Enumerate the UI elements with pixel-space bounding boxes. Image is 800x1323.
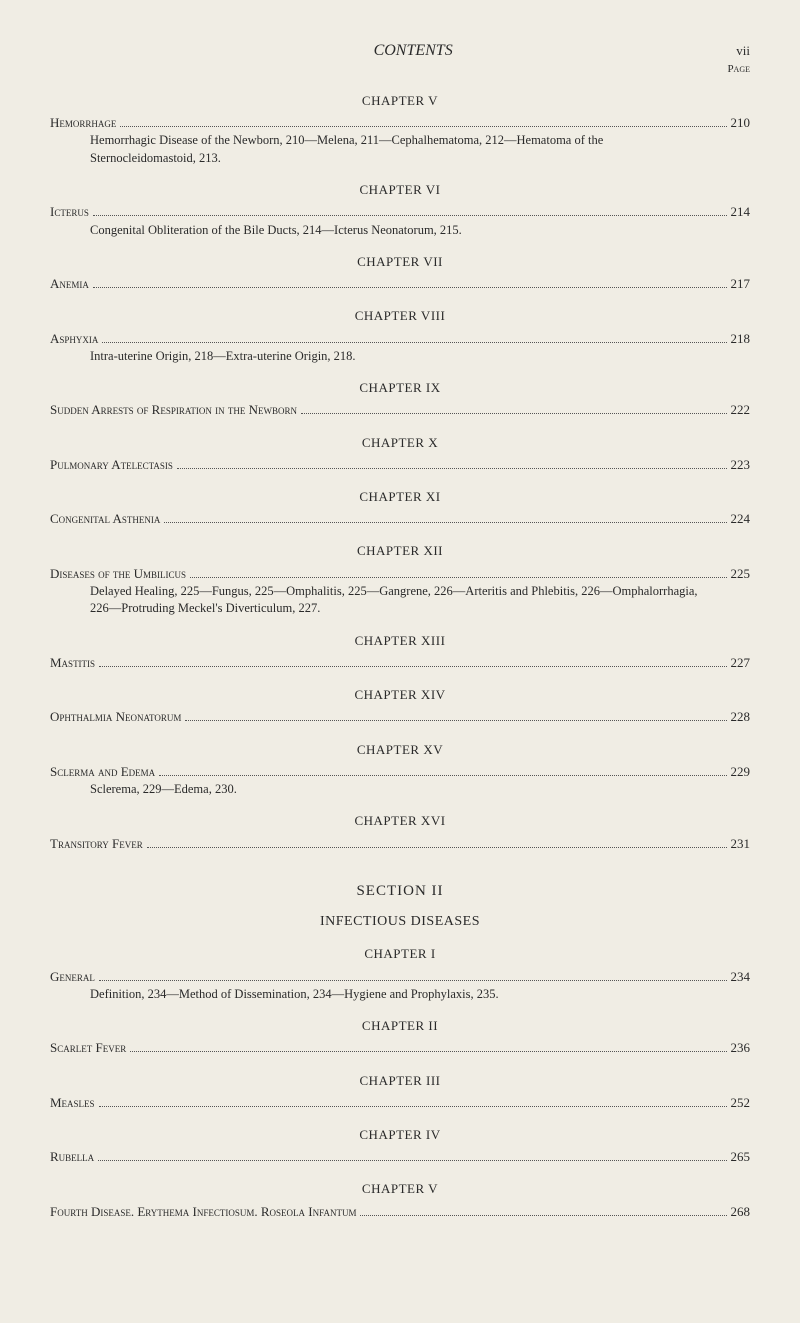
toc-entry: Congenital Asthenia 224	[50, 510, 750, 528]
entry-page: 223	[731, 456, 751, 474]
chapter-heading: CHAPTER VI	[50, 181, 750, 199]
entry-description: Delayed Healing, 225—Fungus, 225—Omphali…	[90, 583, 710, 618]
entry-page: 236	[731, 1039, 751, 1057]
chapter-heading: CHAPTER XII	[50, 542, 750, 560]
entry-title: General	[50, 968, 95, 986]
chapter-heading: CHAPTER XIII	[50, 632, 750, 650]
leader-dots	[102, 342, 726, 343]
toc-entry: Sclerma and Edema 229	[50, 763, 750, 781]
entry-title: Asphyxia	[50, 330, 98, 348]
entry-description: Congenital Obliteration of the Bile Duct…	[90, 222, 710, 240]
chapter-heading: CHAPTER IV	[50, 1126, 750, 1144]
toc-entry: Hemorrhage 210	[50, 114, 750, 132]
leader-dots	[164, 522, 726, 523]
entry-page: 225	[731, 565, 751, 583]
entry-title: Measles	[50, 1094, 95, 1112]
entry-title: Icterus	[50, 203, 89, 221]
chapter-heading: CHAPTER XVI	[50, 812, 750, 830]
leader-dots	[93, 215, 727, 216]
chapter-heading: CHAPTER IX	[50, 379, 750, 397]
entry-title: Mastitis	[50, 654, 95, 672]
entry-page: 222	[731, 401, 751, 419]
chapter-heading: CHAPTER XV	[50, 741, 750, 759]
chapter-heading: CHAPTER II	[50, 1017, 750, 1035]
toc-entry: Pulmonary Atelectasis 223	[50, 456, 750, 474]
toc-entry: General 234	[50, 968, 750, 986]
entry-title: Diseases of the Umbilicus	[50, 565, 186, 583]
leader-dots	[93, 287, 727, 288]
entry-page: 234	[731, 968, 751, 986]
leader-dots	[177, 468, 727, 469]
entry-page: 268	[731, 1203, 751, 1221]
toc-entry: Diseases of the Umbilicus 225	[50, 565, 750, 583]
toc-entry: Scarlet Fever 236	[50, 1039, 750, 1057]
leader-dots	[99, 980, 727, 981]
entry-title: Sclerma and Edema	[50, 763, 155, 781]
chapter-heading: CHAPTER I	[50, 945, 750, 963]
entry-description: Intra-uterine Origin, 218—Extra-uterine …	[90, 348, 710, 366]
entry-title: Anemia	[50, 275, 89, 293]
entry-title: Pulmonary Atelectasis	[50, 456, 173, 474]
entry-title: Hemorrhage	[50, 114, 116, 132]
section2-chapters-container: CHAPTER I General 234 Definition, 234—Metho…	[50, 945, 750, 1220]
entry-page: 252	[731, 1094, 751, 1112]
toc-entry: Sudden Arrests of Respiration in the New…	[50, 401, 750, 419]
chapter-heading: CHAPTER VIII	[50, 307, 750, 325]
entry-page: 227	[731, 654, 751, 672]
section-heading: SECTION II	[50, 881, 750, 902]
toc-entry: Rubella 265	[50, 1148, 750, 1166]
toc-entry: Transitory Fever 231	[50, 835, 750, 853]
leader-dots	[98, 1160, 726, 1161]
entry-title: Sudden Arrests of Respiration in the New…	[50, 401, 297, 419]
header-row: CONTENTS vii	[50, 40, 750, 62]
contents-title: CONTENTS	[90, 40, 736, 62]
leader-dots	[99, 1106, 727, 1107]
toc-entry: Ophthalmia Neonatorum 228	[50, 708, 750, 726]
chapter-heading: CHAPTER X	[50, 434, 750, 452]
entry-page: 214	[731, 203, 751, 221]
entry-page: 217	[731, 275, 751, 293]
entry-title: Congenital Asthenia	[50, 510, 160, 528]
chapter-heading: CHAPTER XIV	[50, 686, 750, 704]
section-subheading: INFECTIOUS DISEASES	[50, 912, 750, 932]
toc-entry: Anemia 217	[50, 275, 750, 293]
toc-entry: Measles 252	[50, 1094, 750, 1112]
leader-dots	[99, 666, 726, 667]
leader-dots	[120, 126, 726, 127]
entry-description: Hemorrhagic Disease of the Newborn, 210—…	[90, 132, 710, 167]
entry-description: Definition, 234—Method of Dissemination,…	[90, 986, 710, 1004]
page-number-roman: vii	[736, 42, 750, 60]
toc-entry: Asphyxia 218	[50, 330, 750, 348]
toc-entry: Icterus 214	[50, 203, 750, 221]
entry-page: 218	[731, 330, 751, 348]
chapter-heading: CHAPTER III	[50, 1072, 750, 1090]
entry-title: Fourth Disease. Erythema Infectiosum. Ro…	[50, 1203, 356, 1221]
entry-page: 265	[731, 1148, 751, 1166]
page-label: Page	[50, 62, 750, 77]
chapters-container: CHAPTER V Hemorrhage 210 Hemorrhagic Diseas…	[50, 92, 750, 853]
leader-dots	[130, 1051, 726, 1052]
entry-description: Sclerema, 229—Edema, 230.	[90, 781, 710, 799]
chapter-heading: CHAPTER V	[50, 92, 750, 110]
chapter-heading: CHAPTER V	[50, 1180, 750, 1198]
entry-page: 210	[731, 114, 751, 132]
leader-dots	[360, 1215, 726, 1216]
leader-dots	[159, 775, 726, 776]
entry-page: 229	[731, 763, 751, 781]
toc-entry: Mastitis 227	[50, 654, 750, 672]
chapter-heading: CHAPTER VII	[50, 253, 750, 271]
leader-dots	[185, 720, 726, 721]
entry-title: Scarlet Fever	[50, 1039, 126, 1057]
entry-page: 231	[731, 835, 751, 853]
entry-page: 224	[731, 510, 751, 528]
entry-title: Ophthalmia Neonatorum	[50, 708, 181, 726]
leader-dots	[190, 577, 726, 578]
entry-page: 228	[731, 708, 751, 726]
leader-dots	[147, 847, 727, 848]
leader-dots	[301, 413, 727, 414]
chapter-heading: CHAPTER XI	[50, 488, 750, 506]
entry-title: Rubella	[50, 1148, 94, 1166]
toc-entry: Fourth Disease. Erythema Infectiosum. Ro…	[50, 1203, 750, 1221]
entry-title: Transitory Fever	[50, 835, 143, 853]
